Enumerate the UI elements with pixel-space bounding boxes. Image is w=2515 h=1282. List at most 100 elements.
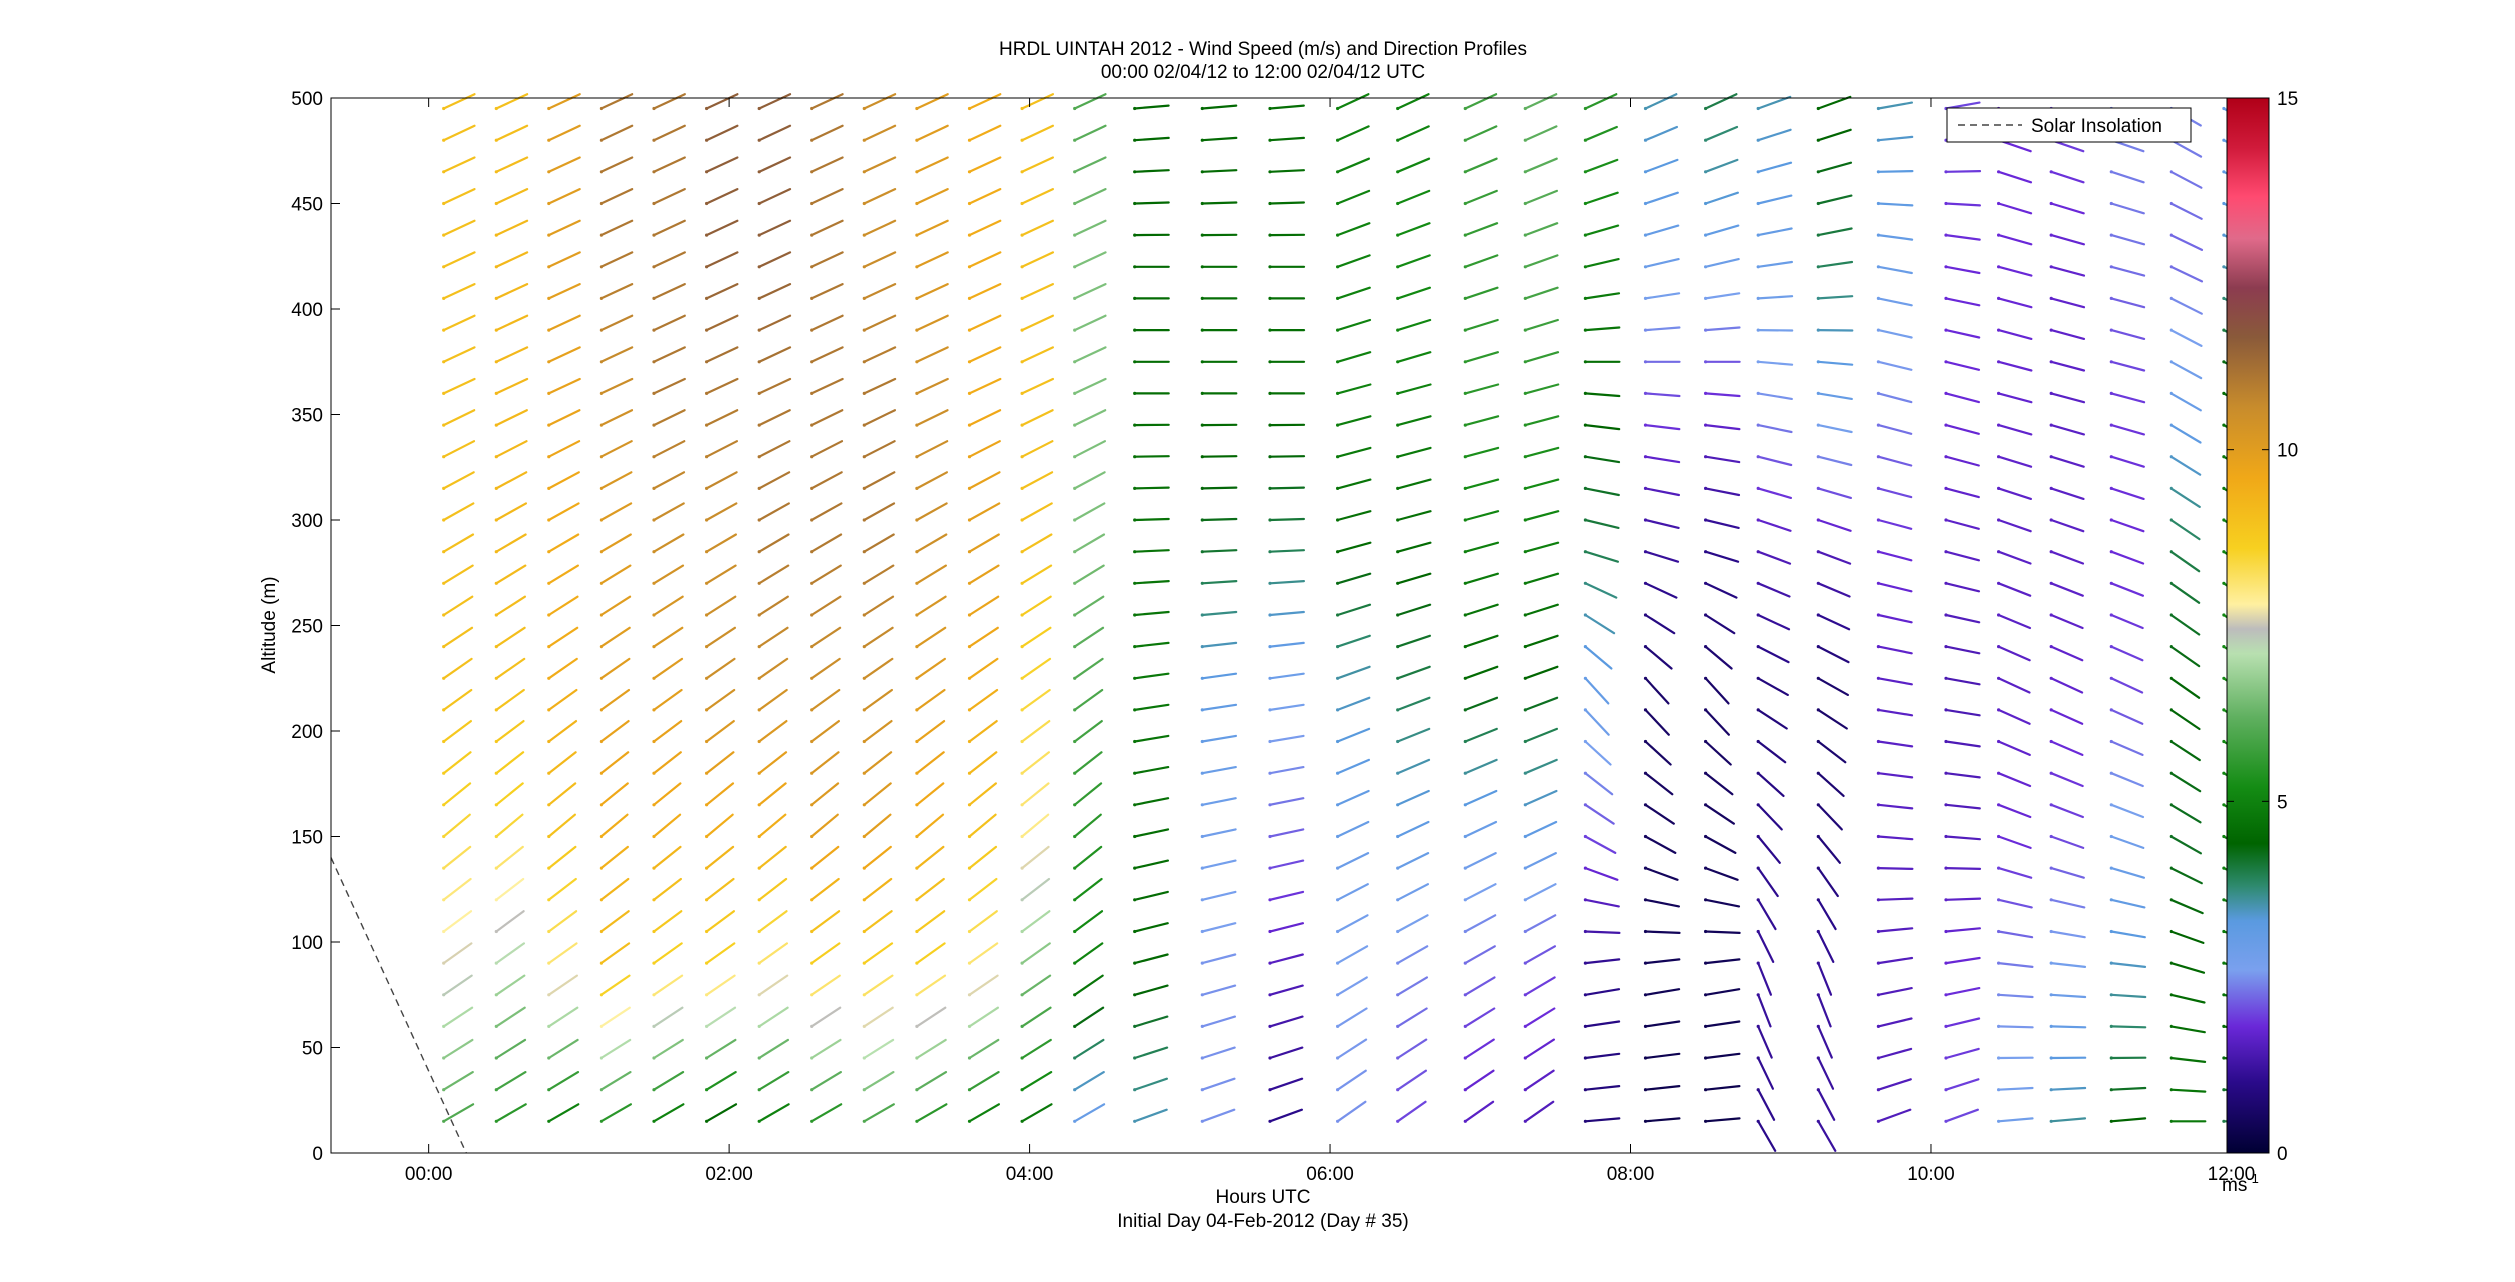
- wind-vector: [442, 657, 473, 680]
- wind-vector-base: [1133, 866, 1137, 870]
- wind-vector-base: [2169, 739, 2173, 744]
- wind-vector: [600, 974, 631, 996]
- wind-vector: [1944, 645, 1981, 655]
- wind-vector: [863, 688, 894, 712]
- wind-vector-base: [599, 581, 604, 585]
- wind-vector-base: [1876, 803, 1880, 807]
- wind-vector-base: [1816, 771, 1820, 775]
- wind-vector: [2170, 170, 2203, 189]
- wind-vector-base: [2169, 993, 2173, 997]
- wind-vector-base: [862, 233, 866, 237]
- wind-vector-base: [1200, 581, 1204, 585]
- wind-vector-base: [1200, 1056, 1204, 1060]
- wind-vector: [1997, 455, 2033, 468]
- wind-vector-base: [1756, 771, 1760, 775]
- wind-vector: [2110, 1025, 2147, 1029]
- wind-vector: [495, 377, 529, 395]
- wind-vector: [1201, 734, 1238, 743]
- wind-vector-base: [547, 581, 551, 585]
- wind-vector: [600, 657, 631, 680]
- wind-vector: [547, 502, 580, 522]
- wind-vector: [1704, 487, 1741, 497]
- wind-vector-base: [2109, 391, 2113, 395]
- wind-vector: [968, 910, 998, 933]
- wind-vector: [1464, 665, 1499, 680]
- wind-vector: [1877, 297, 1913, 307]
- wind-vector: [600, 346, 634, 363]
- wind-vector-base: [757, 106, 761, 111]
- wind-vector-base: [810, 613, 814, 617]
- wind-vector: [1704, 191, 1740, 205]
- wind-vector-base: [757, 455, 761, 459]
- wind-vector: [2170, 329, 2203, 347]
- wind-vector: [2170, 708, 2201, 731]
- wind-vector-base: [652, 486, 656, 490]
- wind-vector: [1997, 835, 2032, 850]
- wind-vector: [1336, 286, 1371, 300]
- wind-vector-base: [652, 360, 656, 364]
- wind-vector-base: [2049, 518, 2053, 522]
- wind-vector: [1073, 346, 1107, 363]
- legend[interactable]: Solar Insolation: [1946, 107, 2192, 143]
- wind-vector: [1336, 415, 1372, 427]
- wind-vector: [1396, 189, 1431, 205]
- wind-vector: [652, 974, 684, 996]
- wind-vector: [968, 533, 1000, 553]
- wind-vector: [968, 409, 1002, 427]
- wind-vector-base: [2222, 233, 2226, 237]
- wind-vector: [1584, 224, 1620, 237]
- wind-vector: [652, 283, 686, 300]
- wind-vector-base: [862, 993, 866, 997]
- wind-vector: [495, 283, 529, 300]
- wind-vector-base: [810, 455, 814, 459]
- wind-vector: [810, 1103, 843, 1123]
- wind-vector: [863, 1070, 895, 1091]
- wind-vector-base: [1583, 866, 1587, 870]
- wind-vector-base: [757, 771, 761, 775]
- wind-vector-base: [705, 1088, 709, 1092]
- wind-vector-base: [2169, 265, 2173, 269]
- wind-vector-base: [2049, 676, 2053, 680]
- wind-vector-base: [1583, 550, 1587, 554]
- wind-vector: [863, 782, 892, 806]
- wind-vector: [1201, 984, 1237, 996]
- wind-vector-base: [599, 613, 604, 617]
- wind-vector-base: [2109, 233, 2113, 237]
- wind-vector-base: [1336, 360, 1340, 364]
- wind-vector-base: [442, 296, 446, 300]
- wind-vector: [1268, 922, 1305, 933]
- wind-vector-base: [810, 201, 814, 206]
- wind-vector: [1020, 657, 1052, 680]
- wind-vector-base: [442, 803, 446, 807]
- chart-title: HRDL UINTAH 2012 - Wind Speed (m/s) and …: [999, 39, 1527, 60]
- wind-vector: [1396, 1069, 1428, 1091]
- wind-vector-base: [1336, 106, 1340, 111]
- wind-vector: [705, 533, 738, 553]
- wind-vector: [2050, 772, 2084, 788]
- wind-vector-base: [862, 1119, 866, 1123]
- wind-vector-base: [1396, 233, 1400, 237]
- wind-vector-base: [1133, 993, 1137, 997]
- wind-vector: [1704, 424, 1741, 431]
- wind-vector-base: [1643, 455, 1648, 459]
- wind-vector-base: [1876, 233, 1880, 237]
- wind-vector: [1020, 751, 1051, 775]
- wind-vector: [968, 156, 1002, 173]
- wind-vector: [810, 314, 844, 332]
- wind-vector: [758, 1038, 790, 1060]
- wind-vector-base: [967, 265, 972, 269]
- wind-vector-base: [1336, 739, 1340, 744]
- wind-vector-base: [1463, 613, 1467, 617]
- wind-vector: [495, 1103, 527, 1123]
- wind-vector-base: [1463, 645, 1467, 649]
- wind-vector-base: [967, 1119, 972, 1123]
- wind-vector: [915, 910, 946, 933]
- wind-vector-base: [1997, 201, 2001, 206]
- wind-vector: [2170, 265, 2204, 283]
- wind-vector-base: [1643, 645, 1648, 649]
- wind-vector-base: [1396, 581, 1400, 585]
- wind-vector: [863, 471, 896, 490]
- wind-vector-base: [1583, 233, 1587, 237]
- wind-vector-base: [1876, 771, 1880, 775]
- wind-vector-base: [547, 771, 551, 775]
